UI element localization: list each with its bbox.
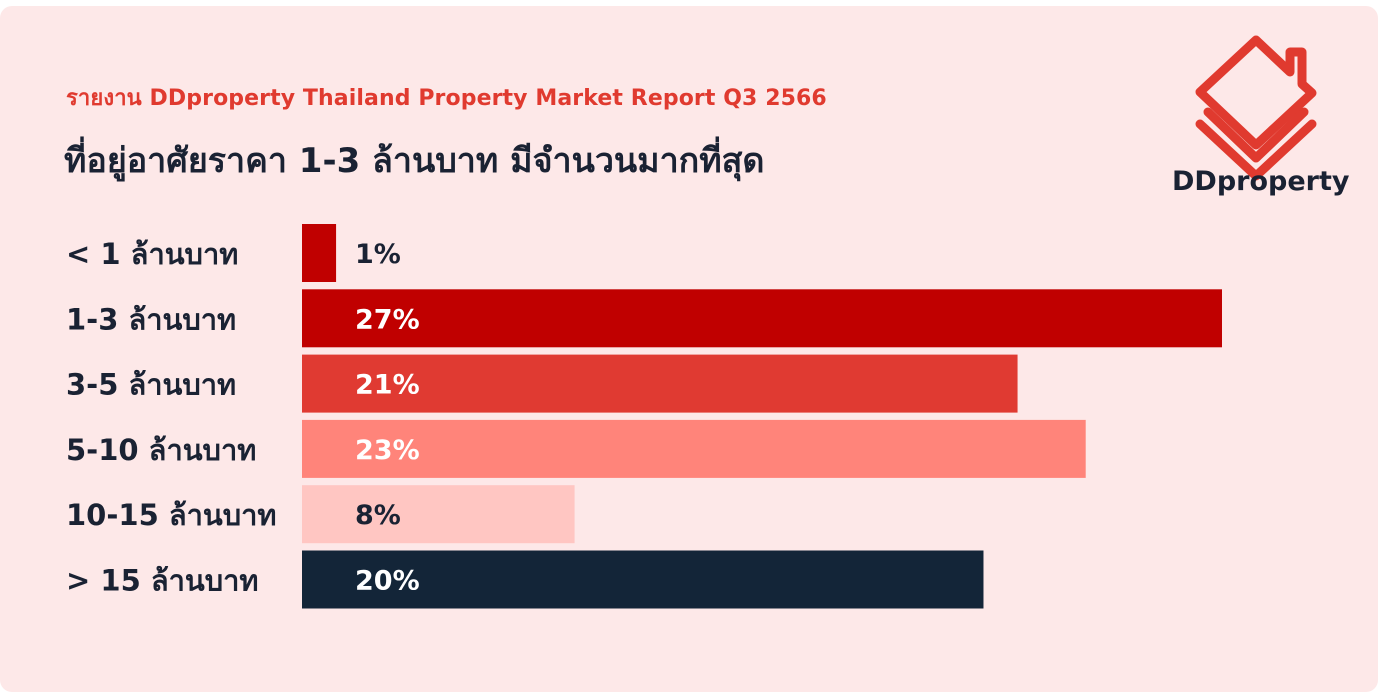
bar-4 — [302, 485, 575, 544]
value-label: 8% — [355, 500, 401, 531]
category-label: < 1 ล้านบาท — [66, 237, 238, 271]
value-label: 20% — [355, 566, 420, 597]
chart-title: ที่อยู่อาศัยราคา 1-3 ล้านบาท มีจำนวนมากท… — [64, 141, 765, 181]
bar-1 — [302, 289, 1222, 348]
bar-2 — [302, 354, 1018, 413]
value-label: 1% — [355, 239, 401, 270]
bar-3 — [302, 419, 1086, 478]
category-label: 5-10 ล้านบาท — [66, 433, 256, 467]
category-label: 10-15 ล้านบาท — [66, 498, 277, 532]
category-label: 3-5 ล้านบาท — [66, 368, 236, 402]
value-label: 23% — [355, 435, 420, 466]
ddproperty-house-logo-icon — [1195, 35, 1317, 181]
brand-name: DDproperty — [1172, 166, 1350, 197]
bar-0 — [302, 224, 337, 282]
bar-5 — [302, 550, 984, 609]
category-label: > 15 ล้านบาท — [66, 564, 259, 598]
report-subtitle: รายงาน DDproperty Thailand Property Mark… — [66, 86, 827, 111]
value-label: 27% — [355, 304, 420, 335]
value-label: 21% — [355, 370, 420, 401]
category-label: 1-3 ล้านบาท — [66, 302, 236, 336]
